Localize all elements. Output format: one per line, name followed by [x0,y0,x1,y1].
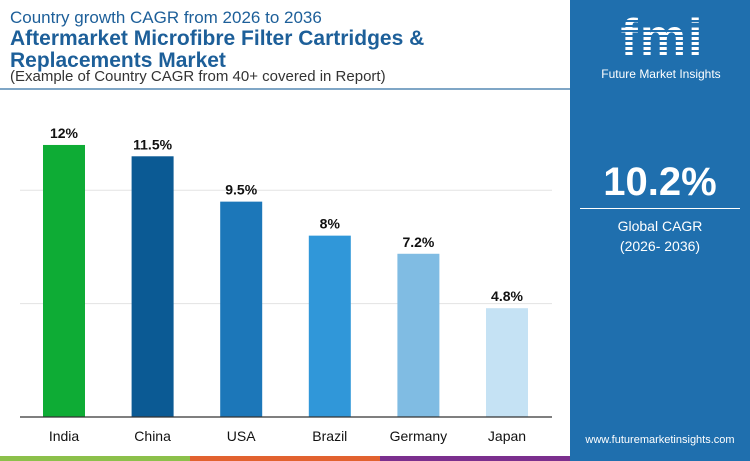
fmi-logo: fmi [600,12,725,64]
panel-divider [580,208,740,209]
chart-note: (Example of Country CAGR from 40+ covere… [10,68,386,85]
data-label: 12% [50,125,79,141]
website-url: www.futuremarketinsights.com [585,434,735,446]
x-tick-label: China [134,428,171,444]
bar-germany [397,253,440,417]
data-label: 9.5% [225,182,257,198]
data-label: 7.2% [402,234,434,250]
global-cagr-text: Global CAGR [617,218,703,234]
footer-strip-purple [380,456,570,461]
bar-usa [220,201,263,417]
bar-india [43,144,85,417]
data-label: 4.8% [491,288,523,304]
bar-japan [486,308,528,417]
footer-strip-orange [190,456,380,461]
side-panel [570,0,750,461]
data-label: 11.5% [133,136,172,152]
x-tick-label: Brazil [312,428,347,444]
data-label: 8% [320,216,341,232]
bar-brazil [308,235,351,417]
global-cagr-period: (2026- 2036) [619,238,701,254]
global-cagr-value: 10.2% [603,160,717,204]
footer-strip-green [0,456,190,461]
x-tick-label: India [49,428,80,444]
global-cagr-label: Global CAGR (2026- 2036) [570,216,750,256]
bar-chart: 12% India 11.5% China 9.5% USA 8% Brazil 7.2% Ger… [20,125,552,444]
bar-china [131,156,174,418]
x-tick-label: USA [227,428,256,444]
header-divider [0,88,570,90]
x-tick-label: Germany [390,428,448,444]
chart-subtitle: Country growth CAGR from 2026 to 2036 [10,8,322,27]
brand-name: Future Market Insights [601,67,721,81]
chart-title: Aftermarket Microfibre Filter Cartridges… [10,27,425,72]
x-tick-label: Japan [488,428,526,444]
